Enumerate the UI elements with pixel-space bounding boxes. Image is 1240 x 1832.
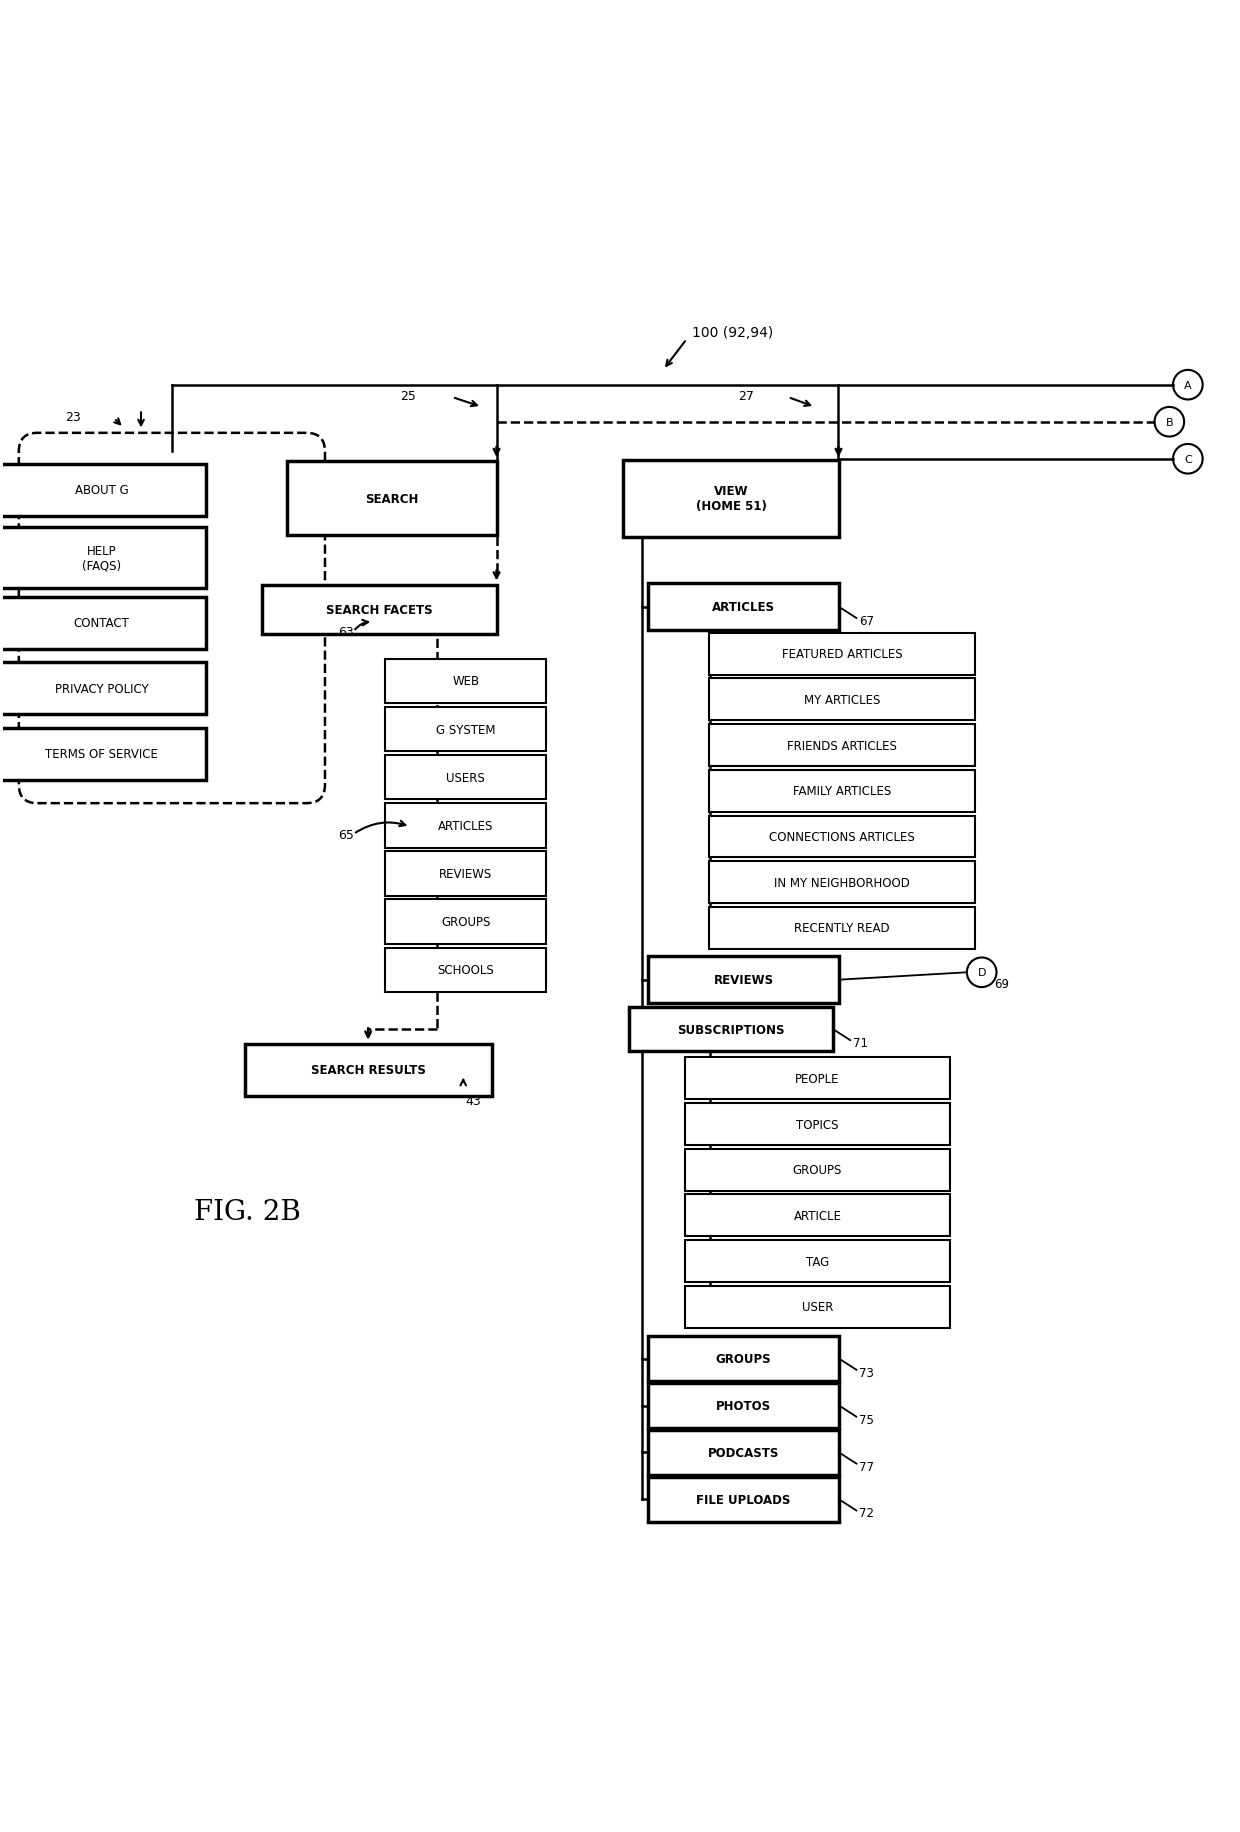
- Text: USER: USER: [802, 1301, 833, 1314]
- Text: HELP
(FAQS): HELP (FAQS): [82, 544, 122, 572]
- Text: ARTICLES: ARTICLES: [712, 601, 775, 614]
- FancyBboxPatch shape: [684, 1194, 950, 1237]
- FancyBboxPatch shape: [647, 1383, 839, 1427]
- FancyBboxPatch shape: [684, 1286, 950, 1328]
- Text: SEARCH RESULTS: SEARCH RESULTS: [311, 1064, 425, 1077]
- Text: SCHOOLS: SCHOOLS: [438, 964, 494, 976]
- Text: GROUPS: GROUPS: [792, 1163, 842, 1176]
- Text: SUBSCRIPTIONS: SUBSCRIPTIONS: [677, 1022, 785, 1037]
- FancyBboxPatch shape: [0, 663, 207, 714]
- Text: 65: 65: [339, 828, 355, 841]
- FancyBboxPatch shape: [0, 729, 207, 780]
- FancyBboxPatch shape: [262, 586, 496, 634]
- FancyBboxPatch shape: [709, 907, 975, 949]
- Text: 27: 27: [738, 390, 754, 403]
- Text: 100 (92,94): 100 (92,94): [692, 326, 773, 339]
- Text: GROUPS: GROUPS: [715, 1352, 771, 1365]
- FancyBboxPatch shape: [647, 584, 839, 630]
- FancyBboxPatch shape: [386, 660, 546, 703]
- FancyBboxPatch shape: [709, 725, 975, 768]
- Text: ABOUT G: ABOUT G: [74, 484, 129, 496]
- FancyBboxPatch shape: [647, 1477, 839, 1522]
- Text: RECENTLY READ: RECENTLY READ: [795, 921, 890, 934]
- Text: CONNECTIONS ARTICLES: CONNECTIONS ARTICLES: [769, 830, 915, 843]
- Text: 77: 77: [859, 1460, 874, 1473]
- Text: 75: 75: [859, 1412, 874, 1425]
- FancyBboxPatch shape: [386, 949, 546, 993]
- FancyBboxPatch shape: [647, 1431, 839, 1475]
- Text: CONTACT: CONTACT: [73, 617, 129, 630]
- Text: 63: 63: [339, 627, 355, 639]
- FancyBboxPatch shape: [684, 1103, 950, 1145]
- FancyBboxPatch shape: [286, 462, 496, 537]
- FancyBboxPatch shape: [684, 1057, 950, 1099]
- FancyBboxPatch shape: [647, 1337, 839, 1381]
- Text: PHOTOS: PHOTOS: [715, 1400, 771, 1412]
- Text: GROUPS: GROUPS: [441, 916, 490, 929]
- Text: FEATURED ARTICLES: FEATURED ARTICLES: [782, 649, 903, 661]
- Text: FAMILY ARTICLES: FAMILY ARTICLES: [794, 784, 892, 799]
- Text: G SYSTEM: G SYSTEM: [436, 724, 496, 736]
- Text: FIG. 2B: FIG. 2B: [195, 1198, 301, 1226]
- Text: MY ARTICLES: MY ARTICLES: [804, 694, 880, 707]
- Text: B: B: [1166, 418, 1173, 427]
- FancyBboxPatch shape: [386, 900, 546, 943]
- Text: 72: 72: [859, 1506, 874, 1519]
- Text: 71: 71: [853, 1037, 868, 1050]
- Text: REVIEWS: REVIEWS: [439, 868, 492, 881]
- FancyBboxPatch shape: [684, 1149, 950, 1191]
- FancyBboxPatch shape: [622, 460, 839, 537]
- Text: FRIENDS ARTICLES: FRIENDS ARTICLES: [787, 740, 897, 753]
- Text: 67: 67: [859, 614, 874, 628]
- Text: 73: 73: [859, 1367, 874, 1379]
- Text: ARTICLE: ARTICLE: [794, 1209, 842, 1222]
- FancyBboxPatch shape: [244, 1044, 491, 1096]
- Text: TAG: TAG: [806, 1255, 830, 1268]
- Text: USERS: USERS: [446, 771, 485, 784]
- Text: 43: 43: [466, 1096, 481, 1108]
- FancyBboxPatch shape: [709, 771, 975, 812]
- FancyBboxPatch shape: [386, 755, 546, 801]
- FancyBboxPatch shape: [0, 528, 207, 590]
- Text: IN MY NEIGHBORHOOD: IN MY NEIGHBORHOOD: [774, 876, 910, 889]
- Text: PEOPLE: PEOPLE: [795, 1072, 839, 1085]
- FancyBboxPatch shape: [709, 680, 975, 722]
- Text: ARTICLES: ARTICLES: [438, 819, 494, 832]
- FancyBboxPatch shape: [709, 815, 975, 857]
- Text: WEB: WEB: [453, 674, 479, 689]
- FancyBboxPatch shape: [0, 597, 207, 650]
- Text: REVIEWS: REVIEWS: [713, 973, 774, 987]
- Text: TOPICS: TOPICS: [796, 1118, 838, 1130]
- FancyBboxPatch shape: [647, 956, 839, 1004]
- FancyBboxPatch shape: [386, 852, 546, 896]
- FancyBboxPatch shape: [386, 804, 546, 848]
- Text: SEARCH FACETS: SEARCH FACETS: [326, 603, 433, 617]
- FancyBboxPatch shape: [709, 861, 975, 903]
- FancyBboxPatch shape: [629, 1008, 833, 1052]
- FancyBboxPatch shape: [0, 465, 207, 517]
- Text: 25: 25: [399, 390, 415, 403]
- Text: D: D: [977, 967, 986, 978]
- FancyBboxPatch shape: [684, 1240, 950, 1282]
- FancyBboxPatch shape: [386, 707, 546, 751]
- Text: A: A: [1184, 381, 1192, 390]
- Text: C: C: [1184, 454, 1192, 465]
- Text: PRIVACY POLICY: PRIVACY POLICY: [55, 683, 149, 696]
- Text: VIEW
(HOME 51): VIEW (HOME 51): [696, 485, 766, 513]
- Text: TERMS OF SERVICE: TERMS OF SERVICE: [45, 747, 157, 760]
- Text: SEARCH: SEARCH: [365, 493, 418, 506]
- Text: PODCASTS: PODCASTS: [708, 1445, 779, 1458]
- Text: 69: 69: [994, 976, 1009, 991]
- Text: FILE UPLOADS: FILE UPLOADS: [696, 1493, 791, 1506]
- Text: 23: 23: [66, 410, 81, 423]
- FancyBboxPatch shape: [709, 634, 975, 676]
